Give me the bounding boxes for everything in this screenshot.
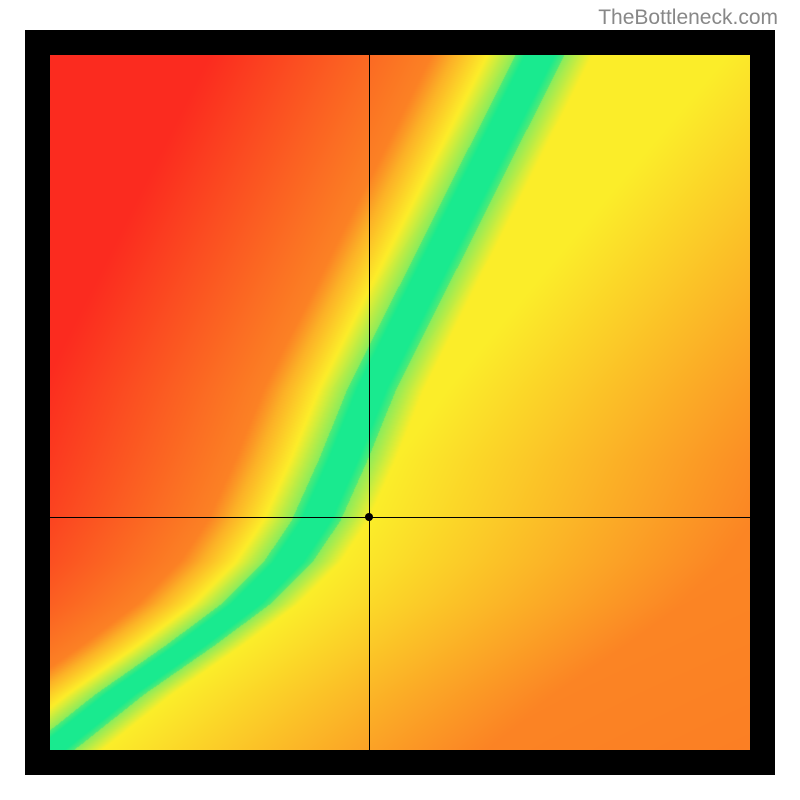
watermark-text: TheBottleneck.com — [598, 6, 778, 30]
heatmap-canvas — [50, 55, 750, 750]
chart-container: TheBottleneck.com — [0, 0, 800, 800]
plot-area — [50, 55, 750, 750]
crosshair-vertical — [369, 55, 370, 750]
crosshair-horizontal — [50, 517, 750, 518]
plot-border — [25, 30, 775, 775]
crosshair-dot — [365, 513, 373, 521]
